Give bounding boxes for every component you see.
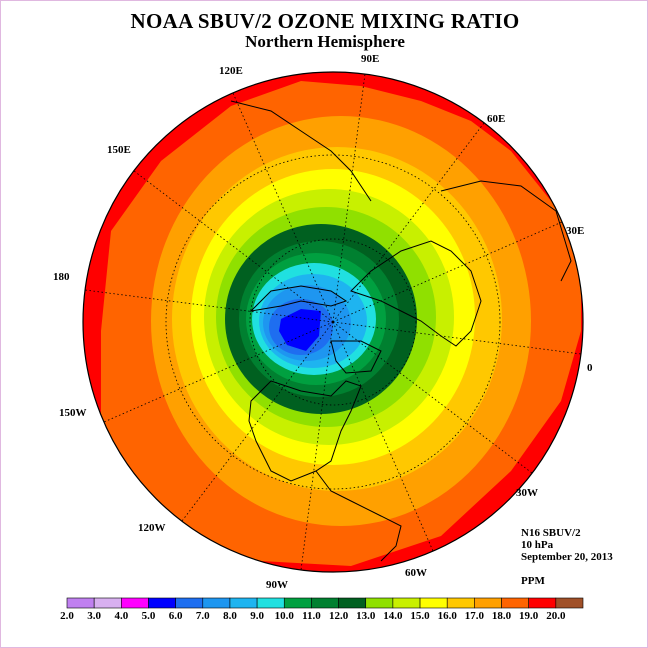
longitude-label: 90E [361, 53, 379, 65]
colorbar-tick-label: 20.0 [546, 610, 566, 622]
longitude-label: 180 [53, 271, 70, 283]
colorbar-tick-label: 9.0 [250, 610, 264, 622]
arctic-islands-outline [249, 285, 348, 312]
longitude-label: 150W [59, 407, 87, 419]
colorbar-swatch [121, 597, 149, 609]
longitude-labels: 0 30E 60E 90E 120E 150E 180 150W 120W 90W 60W 30W [53, 53, 593, 591]
colorbar-swatch [555, 597, 584, 609]
meridian-60w [332, 321, 434, 552]
colorbar-swatch [392, 597, 421, 609]
colorbar-swatch [446, 597, 475, 609]
colorbar-tick-label: 4.0 [114, 610, 128, 622]
colorbar-swatch [66, 597, 95, 609]
page-subtitle: Northern Hemisphere [245, 32, 405, 51]
colorbar-tick-label: 19.0 [519, 610, 539, 622]
colorbar-swatch [365, 597, 394, 609]
colorbar-swatch [283, 597, 312, 609]
colorbar-swatch [528, 597, 557, 609]
asia-pacific-coast-outline [230, 100, 372, 202]
colorbar-swatch [93, 597, 122, 609]
longitude-label: 60W [405, 567, 427, 579]
colorbar-tick-label: 18.0 [492, 610, 512, 622]
colorbar-swatch [311, 597, 339, 609]
colorbar-tick-label: 11.0 [302, 610, 321, 622]
meridian-180 [84, 289, 334, 323]
page-title: NOAA SBUV/2 OZONE MIXING RATIO [130, 9, 520, 33]
longitude-label: 120W [138, 522, 166, 534]
colorbar-tick-label: 8.0 [223, 610, 237, 622]
north-america-outline [248, 380, 362, 482]
colorbar-tick-label: 7.0 [196, 610, 210, 622]
meridian-90w [300, 321, 334, 571]
colorbar-tick-label: 13.0 [356, 610, 376, 622]
colorbar-swatch [175, 597, 204, 609]
meridian-90e [332, 73, 366, 323]
colorbar-swatch [202, 597, 231, 609]
longitude-label: 120E [219, 65, 243, 77]
colorbar-tick-label: 16.0 [438, 610, 458, 622]
map-boundary-circle [82, 71, 584, 573]
ozone-contour-field [83, 72, 583, 572]
continent-outlines [230, 100, 572, 562]
longitude-label: 90W [266, 579, 288, 591]
colorbar-swatch [229, 597, 258, 609]
satellite-label: N16 SBUV/2 [521, 527, 581, 539]
colorbar-tick-label: 10.0 [275, 610, 295, 622]
colorbar-tick-label: 5.0 [142, 610, 156, 622]
colorbar-tick-label: 6.0 [169, 610, 183, 622]
meridian-30w [332, 321, 533, 474]
colorbar-swatch [501, 597, 529, 609]
longitude-label: 150E [107, 144, 131, 156]
meridian-120e [232, 92, 334, 323]
latitude-circle-30 [165, 154, 501, 490]
colorbar-swatch [338, 597, 367, 609]
graticule [84, 73, 582, 571]
central-america-outline [315, 470, 402, 562]
greenland-outline [330, 340, 382, 374]
colorbar-swatch [419, 597, 448, 609]
colorbar-swatch [148, 597, 176, 609]
africa-asia-coast-outline [440, 180, 572, 282]
longitude-label: 30W [516, 487, 538, 499]
colorbar-tick-label: 3.0 [87, 610, 101, 622]
longitude-label: 60E [487, 113, 505, 125]
date-label: September 20, 2013 [521, 551, 613, 563]
meridian-120w [181, 321, 334, 522]
colorbar-swatch [474, 597, 502, 609]
contour-band-5 [279, 309, 321, 351]
meridian-60e [332, 122, 485, 323]
colorbar-tick-label: 12.0 [329, 610, 349, 622]
latitude-circle-60 [249, 238, 417, 406]
units-label: PPM [521, 575, 545, 587]
colorbar-tick-label: 15.0 [410, 610, 430, 622]
colorbar-tick-label: 2.0 [60, 610, 74, 622]
eurasia-outline [350, 240, 482, 347]
colorbar-tick-label: 17.0 [465, 610, 485, 622]
meridian-150e [133, 170, 334, 323]
longitude-label: 0 [587, 362, 593, 374]
pressure-level-label: 10 hPa [521, 539, 554, 551]
meridian-30e [332, 221, 563, 323]
meridian-150w [103, 321, 334, 423]
meridian-0 [332, 321, 582, 355]
colorbar-tick-label: 14.0 [383, 610, 403, 622]
longitude-label: 30E [566, 225, 584, 237]
colorbar: 2.0 3.0 4.0 5.0 6.0 7.0 8.0 9.0 10.0 11.0 12.0 13.0… [60, 597, 584, 622]
colorbar-swatch [256, 597, 285, 609]
